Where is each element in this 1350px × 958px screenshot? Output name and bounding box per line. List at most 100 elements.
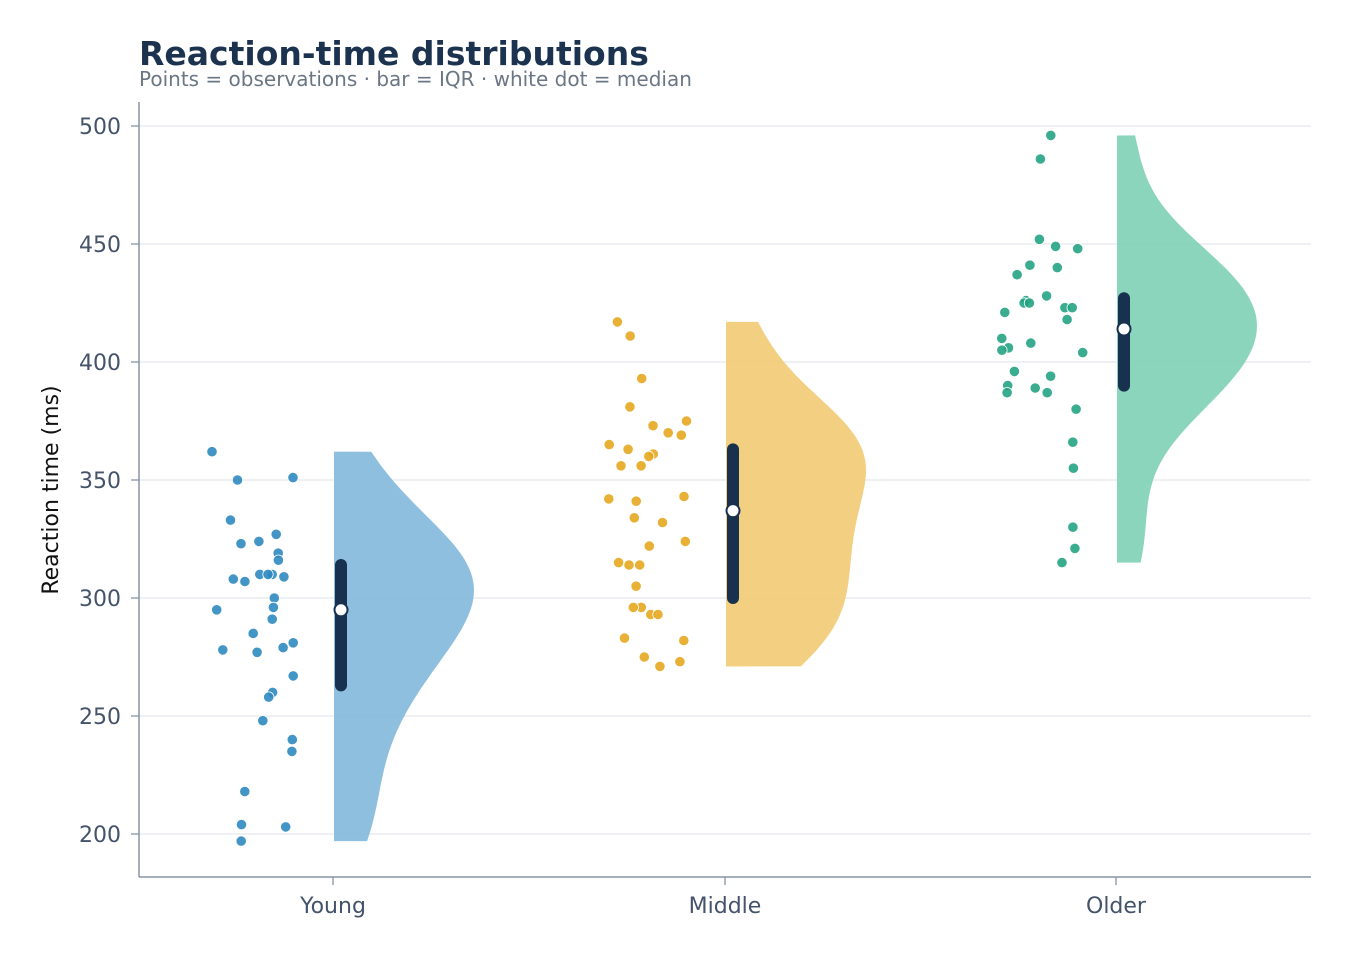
observation-point — [627, 601, 639, 614]
observation-point — [268, 592, 280, 604]
observation-point — [206, 446, 218, 458]
y-tick-label: 450 — [79, 233, 121, 258]
observation-point — [287, 637, 299, 649]
observation-point — [999, 306, 1011, 318]
observation-point — [227, 573, 239, 585]
observation-point — [1008, 365, 1021, 377]
observation-point — [257, 715, 269, 727]
median-dot — [725, 503, 741, 519]
observation-point — [231, 474, 244, 486]
observation-point — [1045, 129, 1057, 141]
observation-point — [630, 495, 642, 507]
observation-point — [680, 415, 693, 427]
observation-point — [1067, 521, 1079, 533]
observation-point — [239, 575, 251, 588]
observation-point — [1024, 259, 1036, 271]
observation-point — [636, 372, 648, 385]
observation-point — [278, 571, 290, 583]
observation-point — [638, 651, 650, 663]
observation-point — [654, 660, 666, 673]
y-tick-label: 500 — [79, 115, 121, 140]
observation-point — [624, 401, 636, 413]
observation-point — [1050, 240, 1062, 252]
observation-point — [277, 641, 289, 654]
observation-point — [618, 632, 631, 644]
axes — [131, 102, 1311, 885]
observation-point — [262, 568, 274, 581]
group-older — [996, 129, 1257, 569]
y-tick-label: 400 — [79, 351, 121, 376]
observation-point — [267, 601, 279, 614]
observation-point — [1025, 337, 1037, 349]
observation-point — [675, 429, 687, 441]
observation-point — [603, 493, 615, 505]
observation-point — [280, 821, 292, 833]
observation-point — [615, 460, 627, 472]
observation-point — [263, 691, 275, 703]
median-dot — [1116, 321, 1132, 337]
observation-point — [1023, 297, 1036, 309]
observation-point — [1077, 346, 1089, 359]
observation-point — [1056, 556, 1068, 569]
violin-young — [334, 451, 474, 842]
observation-point — [652, 608, 664, 621]
observation-point — [634, 559, 646, 571]
observation-point — [656, 516, 669, 529]
chart-subtitle: Points = observations · bar = IQR · whit… — [139, 67, 692, 91]
observation-point — [662, 427, 674, 439]
violin-older — [1117, 135, 1257, 563]
violin-middle — [726, 321, 866, 667]
observation-point — [643, 540, 655, 552]
observation-point — [611, 316, 624, 328]
observation-point — [622, 443, 634, 455]
observation-point — [235, 835, 247, 847]
y-axis-label: Reaction time (ms) — [39, 385, 64, 594]
observation-point — [1034, 153, 1047, 165]
observation-point — [996, 344, 1008, 356]
observation-point — [1011, 269, 1023, 281]
observation-point — [253, 535, 265, 548]
group-young — [206, 446, 474, 847]
observation-point — [247, 627, 259, 640]
observation-point — [624, 330, 636, 342]
observation-point — [678, 490, 690, 503]
chart-title: Reaction-time distributions — [139, 34, 649, 73]
observation-point — [1067, 436, 1079, 448]
observation-point — [630, 580, 642, 592]
observation-point — [628, 512, 640, 524]
observation-point — [1051, 261, 1063, 274]
observation-point — [286, 733, 298, 746]
observation-point — [1041, 290, 1053, 302]
observation-point — [251, 646, 263, 658]
observation-point — [266, 613, 278, 625]
observation-point — [1066, 302, 1078, 314]
observation-point — [635, 460, 647, 472]
observation-point — [647, 420, 659, 432]
group-middle — [603, 316, 866, 673]
observation-point — [235, 818, 248, 831]
observation-point — [270, 528, 282, 540]
observation-point — [679, 535, 691, 548]
observation-point — [224, 514, 237, 526]
observation-point — [1041, 387, 1053, 399]
observation-point — [217, 644, 229, 656]
observation-point — [1072, 243, 1084, 255]
observation-point — [1069, 542, 1081, 555]
observation-point — [1001, 387, 1013, 399]
observation-point — [287, 670, 299, 682]
observation-point — [1045, 370, 1057, 382]
y-tick-label: 300 — [79, 587, 121, 612]
observation-point — [211, 604, 223, 616]
y-tick-label: 200 — [79, 823, 121, 848]
x-tick-label: Older — [1086, 894, 1147, 919]
observation-point — [286, 745, 298, 758]
observation-point — [612, 556, 625, 569]
observation-point — [1029, 382, 1041, 394]
plot-marks — [206, 129, 1257, 847]
observation-point — [272, 554, 284, 566]
observation-point — [1033, 233, 1046, 245]
x-tick-label: Young — [299, 894, 366, 919]
observation-point — [287, 471, 299, 484]
axis-labels: 200 250 300 350 400 450 500 Young Middle Older — [79, 115, 1147, 919]
